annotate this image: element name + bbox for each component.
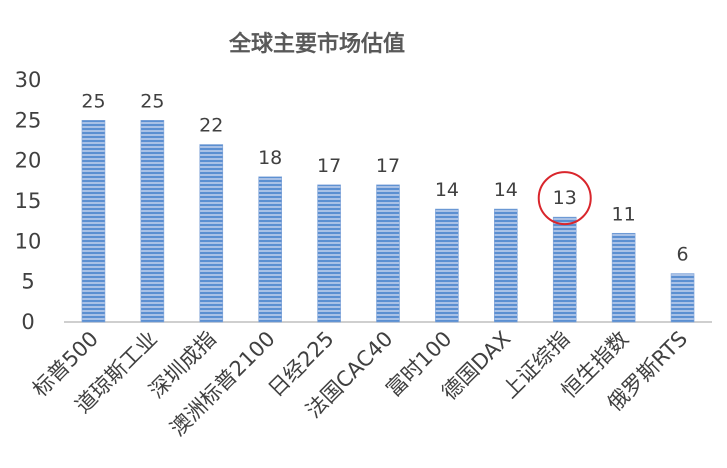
category-labels: 标普500道琼斯工业深圳成指澳洲标普2100日经225法国CAC40富时100德… xyxy=(28,327,692,441)
data-label: 17 xyxy=(376,155,400,177)
bar xyxy=(611,232,636,323)
bars xyxy=(81,120,695,323)
data-labels: 25 25 22 18 17 17 14 14 13 11 6 xyxy=(81,90,688,265)
bar xyxy=(376,184,400,323)
data-label: 17 xyxy=(317,155,341,177)
y-tick-label: 20 xyxy=(15,149,42,173)
data-label: 6 xyxy=(676,244,688,266)
bar xyxy=(670,273,695,323)
y-tick-label: 10 xyxy=(15,229,42,253)
annotations xyxy=(537,171,592,226)
bar xyxy=(494,208,518,323)
y-tick-label: 0 xyxy=(21,310,34,334)
bar xyxy=(435,208,459,323)
data-label: 25 xyxy=(140,90,164,112)
bar xyxy=(258,176,282,323)
highlight-circle xyxy=(537,171,592,226)
bar xyxy=(81,120,106,323)
bar xyxy=(140,120,165,323)
chart-title: 全球主要市场估值 xyxy=(228,31,405,57)
bar xyxy=(199,144,224,323)
data-label: 25 xyxy=(81,90,105,112)
data-label: 14 xyxy=(494,179,518,201)
data-label: 18 xyxy=(258,147,282,169)
data-label: 22 xyxy=(199,115,223,137)
data-label: 11 xyxy=(612,203,636,225)
y-tick-label: 30 xyxy=(15,68,42,92)
y-tick-label: 25 xyxy=(15,108,42,132)
y-axis-ticks: 0 5 10 15 20 25 30 xyxy=(15,68,42,334)
category-label: 澳洲标普2100 xyxy=(166,327,280,441)
data-label: 14 xyxy=(435,179,459,201)
bar xyxy=(317,184,341,323)
bar xyxy=(552,216,577,323)
y-tick-label: 15 xyxy=(15,189,42,213)
data-label: 13 xyxy=(553,187,577,209)
y-tick-label: 5 xyxy=(21,270,34,294)
